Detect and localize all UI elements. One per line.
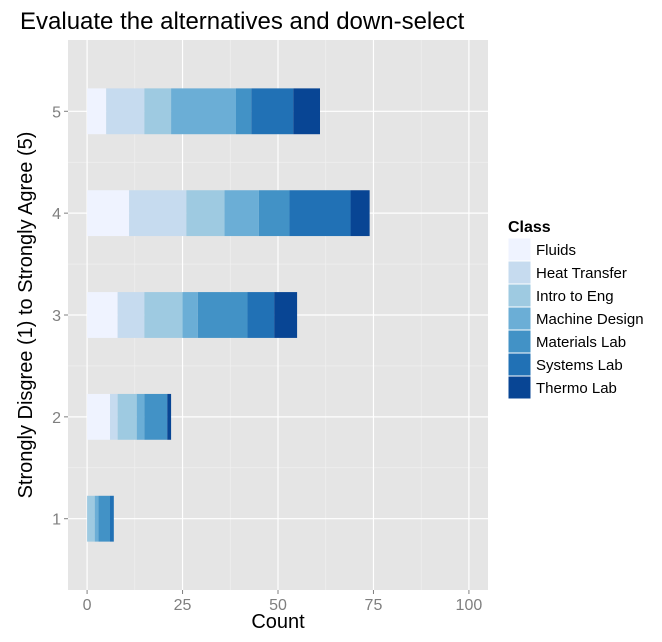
- x-tick-label: 0: [83, 597, 92, 614]
- bar-segment: [87, 495, 95, 542]
- y-tick-label: 2: [52, 410, 61, 427]
- legend-key: [507, 375, 532, 400]
- y-axis-ticks: 1 2 3 4 5: [52, 104, 68, 529]
- bar-segment: [289, 190, 351, 237]
- legend-items: Fluids Heat Transfer Intro to Eng Machine D…: [507, 237, 644, 400]
- bar-segment: [117, 393, 137, 440]
- bar-segment: [274, 292, 298, 338]
- bar-segment: [110, 495, 114, 542]
- x-tick-label: 100: [456, 597, 483, 614]
- legend-label: Machine Design: [536, 311, 644, 328]
- bar-segment: [98, 495, 110, 542]
- bar-segment: [87, 292, 118, 338]
- y-tick-label: 4: [52, 206, 61, 223]
- bar-segment: [87, 393, 110, 440]
- bar-segment: [87, 88, 107, 135]
- x-axis-ticks: 0 25 50 75 100: [83, 590, 483, 614]
- y-tick-label: 1: [52, 512, 61, 529]
- x-tick-label: 25: [174, 597, 192, 614]
- legend-key: [507, 260, 532, 285]
- bar-segment: [182, 292, 198, 338]
- legend-key: [507, 283, 532, 308]
- bar-segment: [129, 190, 187, 237]
- bar-segment: [144, 393, 168, 440]
- legend-label: Heat Transfer: [536, 265, 627, 282]
- legend-key: [507, 237, 532, 262]
- chart-title: Evaluate the alternatives and down-selec…: [20, 8, 465, 35]
- x-tick-label: 50: [269, 597, 287, 614]
- bar-segment: [186, 190, 225, 237]
- bar-segment: [236, 88, 252, 135]
- legend-label: Materials Lab: [536, 334, 626, 351]
- bar-segment: [251, 88, 294, 135]
- bar-segment: [258, 190, 290, 237]
- bar-stacks: [87, 88, 370, 542]
- legend-title: Class: [508, 219, 551, 236]
- bar-segment: [167, 393, 172, 440]
- bar-segment: [110, 393, 118, 440]
- x-axis-label: Count: [251, 611, 305, 633]
- y-tick-label: 5: [52, 104, 61, 121]
- legend-key: [507, 329, 532, 354]
- x-tick-label: 75: [365, 597, 383, 614]
- bar-segment: [144, 88, 172, 135]
- bar-segment: [144, 292, 183, 338]
- legend: Class Fluids Heat Transfer Intro to Eng Mac…: [507, 219, 644, 400]
- bar-segment: [224, 190, 259, 237]
- bar-segment: [117, 292, 145, 338]
- bar-segment: [171, 88, 236, 135]
- bar-segment: [293, 88, 320, 135]
- y-axis-label: Strongly Disgree (1) to Strongly Agree (…: [15, 132, 37, 499]
- bar-segment: [247, 292, 275, 338]
- legend-label: Systems Lab: [536, 357, 623, 374]
- legend-label: Fluids: [536, 242, 576, 259]
- bar-segment: [197, 292, 248, 338]
- bar-segment: [87, 190, 130, 237]
- bar-segment: [94, 495, 99, 542]
- legend-key: [507, 352, 532, 377]
- bar-segment: [106, 88, 145, 135]
- bar-segment: [136, 393, 145, 440]
- legend-label: Thermo Lab: [536, 380, 617, 397]
- legend-label: Intro to Eng: [536, 288, 614, 305]
- bar-segment: [350, 190, 370, 237]
- y-tick-label: 3: [52, 308, 61, 325]
- legend-key: [507, 306, 532, 331]
